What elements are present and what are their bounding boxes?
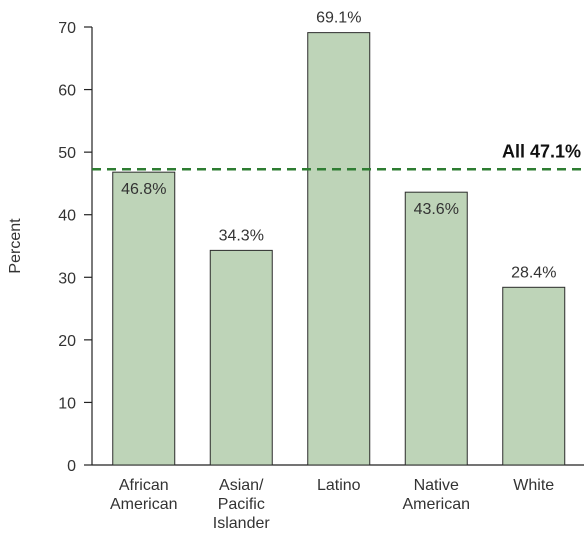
bar-value-label: 34.3% — [219, 227, 264, 244]
x-category-label: Native American — [402, 477, 470, 513]
x-category-label: White — [513, 477, 554, 494]
x-category-label-line: Latino — [317, 477, 361, 494]
bar — [307, 32, 371, 466]
y-tick-label: 0 — [67, 458, 76, 475]
bar — [209, 249, 273, 466]
reference-line-label: All 47.1% — [502, 141, 581, 161]
y-axis-title: Percent — [7, 218, 24, 274]
x-category-label-line: Asian/ — [219, 477, 264, 494]
bar-value-label: 28.4% — [511, 264, 556, 281]
x-category-label-line: African — [119, 477, 169, 494]
bar — [502, 286, 566, 466]
y-tick-label: 60 — [58, 83, 76, 100]
bar — [112, 171, 176, 466]
bar-value-label: 69.1% — [316, 10, 361, 27]
x-category-label-line: American — [110, 496, 178, 513]
y-tick-label: 30 — [58, 270, 76, 287]
x-category-label-line: White — [513, 477, 554, 494]
bar-value-label: 43.6% — [414, 201, 459, 218]
bar-value-label: 46.8% — [121, 181, 166, 198]
y-tick-label: 20 — [58, 333, 76, 350]
y-tick-label: 50 — [58, 145, 76, 162]
x-category-label-line: Native — [414, 477, 459, 494]
x-category-label: African American — [110, 477, 178, 513]
y-tick-label: 70 — [58, 20, 76, 37]
bar — [404, 191, 468, 466]
y-tick-label: 10 — [58, 395, 76, 412]
y-tick-label: 40 — [58, 208, 76, 225]
x-category-label: Asian/Pacific Islander — [213, 477, 271, 532]
x-category-label: Latino — [317, 477, 361, 494]
x-category-label-line: Islander — [213, 515, 271, 532]
x-category-label-line: American — [402, 496, 470, 513]
x-category-label-line: Pacific — [218, 496, 265, 513]
